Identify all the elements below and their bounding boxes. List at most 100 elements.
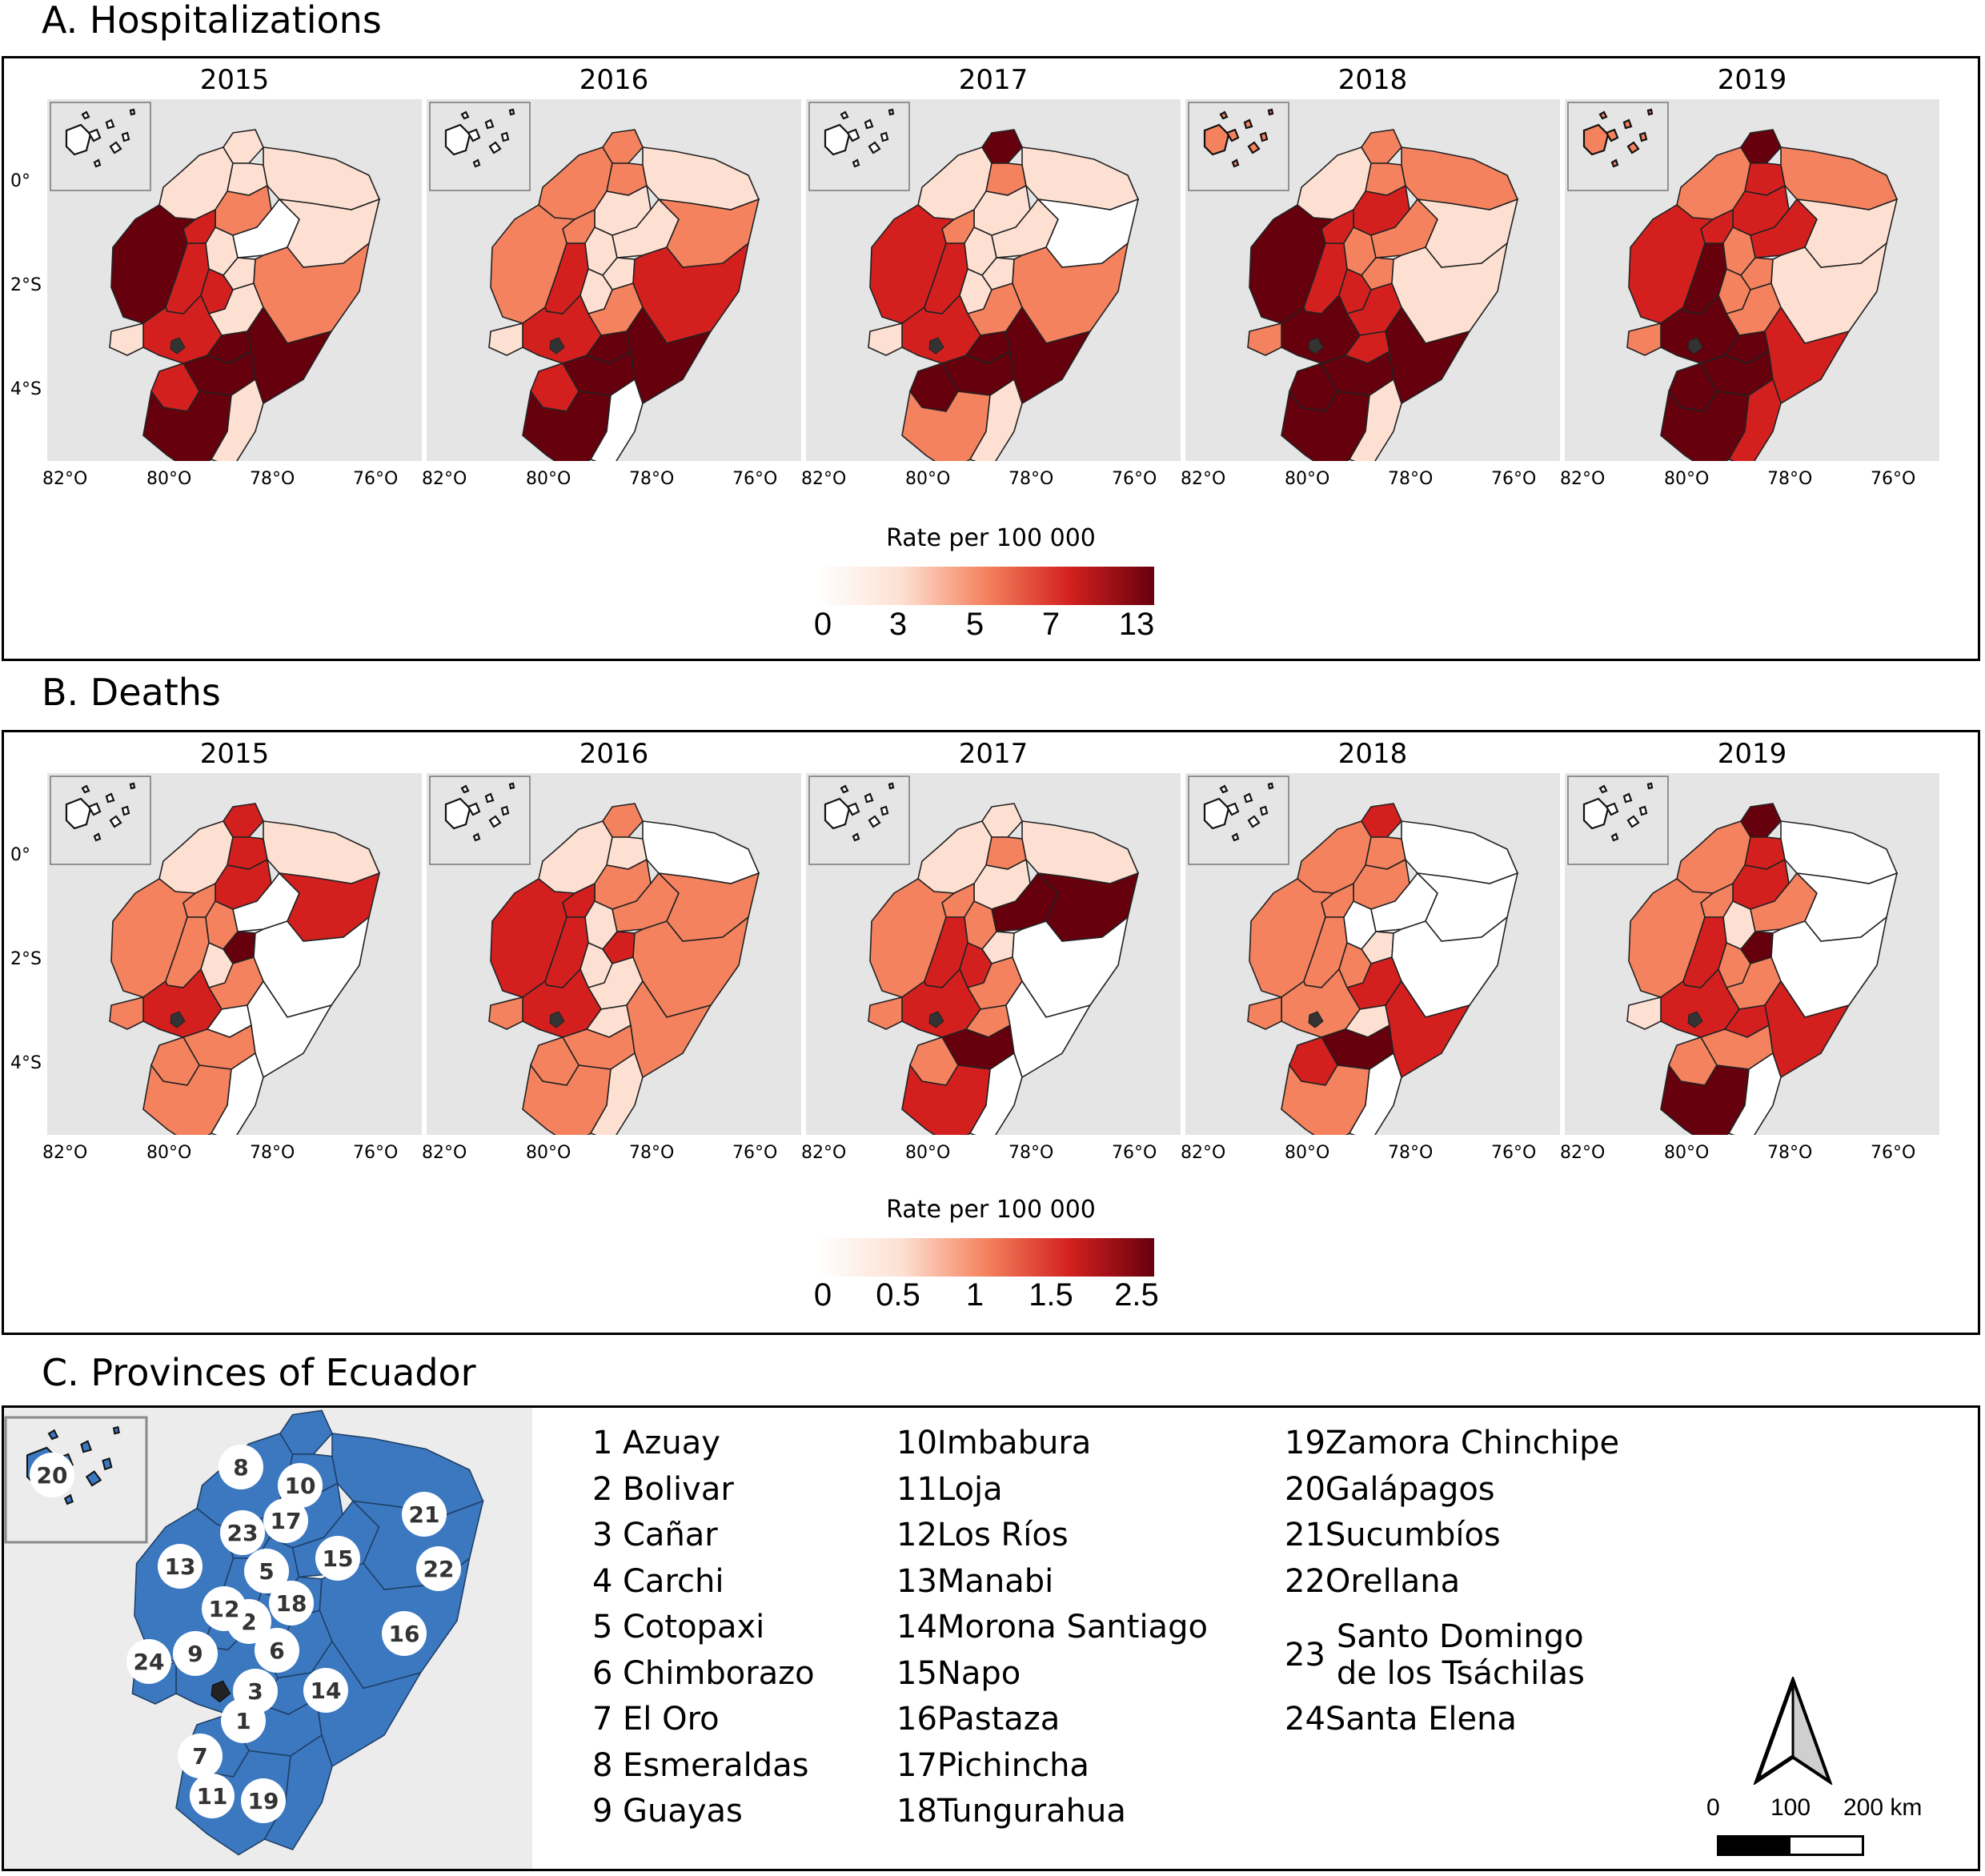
hosp-2017-galapagos-island-7 (852, 158, 860, 168)
province-badge-7: 7 (178, 1734, 223, 1778)
death-2019-province-Guayas (1660, 968, 1740, 1038)
hosp-2017-province-SantaElena (868, 322, 903, 356)
death-2017-galapagos-island-3 (868, 815, 881, 828)
death-year-label-2019: 2019 (1717, 738, 1787, 770)
hosp-2019-galapagos-island-4 (1638, 131, 1648, 142)
reference-galapagos-island-3 (85, 1470, 102, 1487)
death-2019-province-Morona (1764, 980, 1851, 1079)
death-2016-province-Morona (626, 980, 712, 1079)
death-2018-province-Carchi (1361, 803, 1402, 838)
province-list-item-23: 23 Santo Domingo de los Tsáchilas (1285, 1609, 1619, 1701)
province-list-item-14: 14 Morona Santiago (896, 1609, 1208, 1655)
death-legend-tick-3: 1.5 (1029, 1277, 1073, 1313)
province-badge-12: 12 (202, 1586, 247, 1631)
province-list-number: 22 (1285, 1562, 1325, 1600)
hosp-2018-x-tick-2: 78°O (1388, 469, 1434, 489)
hospitalizations-frame (2, 56, 1980, 661)
death-2018-galapagos-island-0 (1203, 797, 1230, 830)
hosp-legend-tick-2: 5 (965, 607, 984, 642)
death-2017-galapagos-island-4 (880, 805, 889, 816)
province-list-item-2: 2 Bolivar (592, 1471, 815, 1517)
hosp-2016-province-Zamora (589, 378, 644, 461)
hosp-2016-x-tick-2: 78°O (629, 469, 675, 489)
hosp-2017-galapagos-island-1 (846, 128, 860, 142)
death-2015-galapagos-island-0 (65, 797, 92, 830)
scale-label-0: 0 (1706, 1794, 1720, 1821)
province-list-item-1: 1 Azuay (592, 1425, 815, 1471)
province-list-item-21: 21 Sucumbíos (1285, 1517, 1619, 1563)
province-badge-10: 10 (278, 1463, 323, 1508)
hosp-2019-galapagos-island-6 (1598, 110, 1608, 120)
province-list-number: 9 (592, 1793, 613, 1830)
death-legend-tick-1: 0.5 (876, 1277, 920, 1313)
hosp-year-label-2019: 2019 (1717, 64, 1787, 96)
hosp-2015-galapagos-island-6 (81, 110, 90, 120)
province-list-item-24: 24 Santa Elena (1285, 1701, 1619, 1747)
province-badge-3: 3 (233, 1669, 278, 1714)
province-list-item-5: 5 Cotopaxi (592, 1609, 815, 1655)
hosp-2019-gulf-islands (1687, 337, 1703, 355)
death-2017-galapagos-island-2 (864, 792, 874, 804)
death-y-tick-2: 4°S (10, 1053, 42, 1073)
province-badge-14: 14 (303, 1668, 348, 1713)
hosp-panel-2017: 2017 82°O 80°O 78°O 76°O (801, 64, 1181, 512)
province-list-name: Loja (936, 1470, 1003, 1508)
death-2016-galapagos-island-6 (460, 784, 470, 794)
province-list-number: 17 (896, 1746, 937, 1784)
hosp-2017-province-Morona (1005, 306, 1092, 405)
hosp-2016-galapagos-island-5 (508, 108, 515, 116)
death-year-label-2018: 2018 (1337, 738, 1408, 770)
province-list-number: 14 (896, 1609, 937, 1646)
hosp-2016-province-Morona (626, 306, 712, 405)
death-2018-province-Morona (1385, 980, 1471, 1079)
hosp-2016-galapagos-island-6 (460, 110, 470, 120)
death-2019-galapagos-island-4 (1638, 805, 1648, 816)
hosp-year-label-2017: 2017 (958, 64, 1029, 96)
scale-bar (1717, 1835, 1864, 1856)
province-list-item-11: 11 Loja (896, 1471, 1208, 1517)
death-map-2017 (806, 773, 1181, 1135)
hosp-2019-x-tick-0: 82°O (1560, 469, 1606, 489)
province-list-number: 21 (1285, 1517, 1325, 1553)
province-badge-23: 23 (220, 1510, 265, 1555)
death-2019-galapagos-island-7 (1610, 832, 1619, 842)
hosp-2015-gulf-islands (170, 337, 186, 355)
province-list-item-10: 10 Imbabura (896, 1425, 1208, 1471)
hosp-2018-galapagos-island-3 (1247, 141, 1261, 154)
hosp-panel-2019: 2019 82°O 80°O 78°O 76°O (1560, 64, 1939, 512)
hosp-2018-galapagos-island-0 (1203, 123, 1230, 156)
province-list-item-15: 15 Napo (896, 1655, 1208, 1702)
death-2018-galapagos-island-2 (1243, 792, 1253, 804)
death-2015-gulf-islands (170, 1011, 186, 1028)
hosp-2016-x-tick-3: 76°O (732, 469, 778, 489)
death-2016-province-Guayas (522, 968, 602, 1038)
province-list-number: 3 (592, 1517, 613, 1553)
death-2015-province-SantaElena (109, 996, 144, 1030)
province-list-number: 8 (592, 1746, 613, 1784)
province-badge-16: 16 (382, 1611, 427, 1656)
death-2015-galapagos-island-2 (105, 792, 115, 804)
hosp-2018-galapagos-inset (1188, 102, 1289, 191)
death-2016-gulf-islands (549, 1011, 565, 1028)
province-badge-20: 20 (30, 1453, 74, 1497)
hosp-legend-tick-0: 0 (813, 607, 832, 642)
hosp-y-tick-1: 2°S (10, 275, 42, 295)
province-list-number: 15 (896, 1654, 937, 1692)
province-list-item-6: 6 Chimborazo (592, 1655, 815, 1702)
north-arrow-icon (1753, 1677, 1833, 1785)
death-2019-galapagos-island-3 (1626, 815, 1640, 828)
deaths-legend-bar (818, 1238, 1154, 1277)
death-2018-x-tick-3: 76°O (1491, 1143, 1537, 1163)
province-list-name: Guayas (623, 1793, 743, 1830)
province-list-name: Orellana (1325, 1562, 1461, 1600)
province-list-item-19: 19 Zamora Chinchipe (1285, 1425, 1619, 1471)
death-2018-gulf-islands (1308, 1011, 1324, 1028)
hosp-2017-gulf-islands (928, 337, 944, 355)
province-list-item-17: 17 Pichincha (896, 1747, 1208, 1794)
province-list-name: Imbabura (936, 1425, 1092, 1461)
death-2016-galapagos-island-3 (488, 815, 502, 828)
death-year-label-2017: 2017 (958, 738, 1029, 770)
hosp-panel-2015: 2015 0° 2°S 4°S 82°O 80°O 78°O 76°O (10, 64, 422, 512)
hosp-legend-tick-4: 13 (1118, 607, 1155, 642)
death-2015-galapagos-island-6 (81, 784, 90, 794)
